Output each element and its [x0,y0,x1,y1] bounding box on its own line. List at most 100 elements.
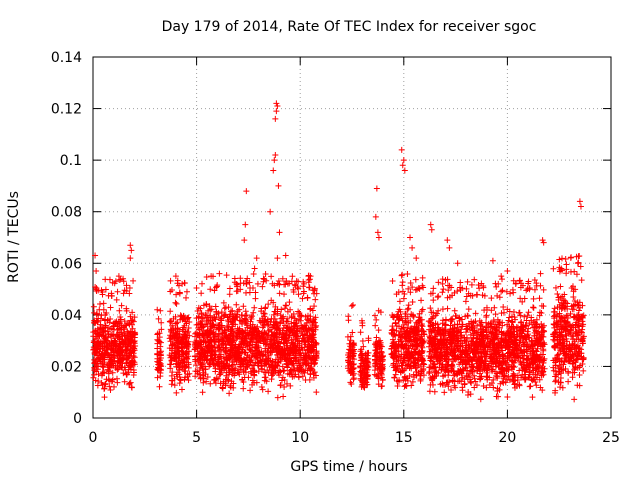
data-point [255,339,262,346]
outlier-point [399,162,406,169]
data-point [222,333,229,340]
data-point [251,372,258,379]
data-point [570,360,577,367]
data-point [217,316,224,323]
data-point [450,347,457,354]
data-point [518,361,525,368]
data-point [93,363,100,370]
outlier-point [401,167,408,174]
data-point [539,367,546,374]
data-point [156,383,163,390]
data-point [448,342,455,349]
data-point [177,316,184,323]
data-point [410,355,417,362]
data-point [233,301,240,308]
data-point [129,321,136,328]
data-point [103,376,110,383]
data-point [260,334,267,341]
data-point [472,310,479,317]
data-point [396,376,403,383]
data-point [575,259,582,266]
data-point [199,389,206,396]
data-point [494,349,501,356]
data-point [551,315,558,322]
data-point [154,358,161,365]
data-point [375,307,382,314]
data-point [294,333,301,340]
data-point [263,341,270,348]
data-point [478,341,485,348]
data-point [265,332,272,339]
data-point [359,375,366,382]
data-point [183,320,190,327]
data-point [122,322,129,329]
data-point [405,319,412,326]
data-point [464,391,471,398]
data-point [538,324,545,331]
data-point [234,347,241,354]
data-point [93,288,100,295]
data-point [530,304,537,311]
data-point [240,385,247,392]
data-point [226,390,233,397]
data-point [526,285,533,292]
data-point [198,290,205,297]
data-point [397,328,404,335]
data-point [100,364,107,371]
data-point [210,360,217,367]
data-point [530,318,537,325]
data-point [277,320,284,327]
data-point [524,362,531,369]
data-point [254,330,261,337]
data-point [575,327,582,334]
data-point [93,368,100,375]
data-point [500,352,507,359]
data-point [427,319,434,326]
data-point [277,382,284,389]
data-point [485,329,492,336]
data-point [259,315,266,322]
data-point [555,323,562,330]
data-point [349,329,356,336]
data-point [514,331,521,338]
data-point [521,313,528,320]
data-point [563,326,570,333]
data-point [398,272,405,279]
data-point [539,360,546,367]
data-point [252,289,259,296]
data-point [203,301,210,308]
data-point [109,331,116,338]
data-point [518,374,525,381]
data-point [313,389,320,396]
data-point [488,366,495,373]
data-point [420,328,427,335]
data-point [405,349,412,356]
data-point [200,379,207,386]
data-point [398,344,405,351]
data-point [529,394,536,401]
data-point [250,353,257,360]
data-point [231,279,238,286]
data-point [281,376,288,383]
data-point [101,353,108,360]
data-point [250,309,257,316]
data-point [264,316,271,323]
data-point [302,357,309,364]
data-point [499,319,506,326]
data-point [236,306,243,313]
outlier-point [154,306,161,313]
data-point [451,307,458,314]
data-point [429,290,436,297]
data-point [272,342,279,349]
data-point [407,279,414,286]
data-point [404,270,411,277]
outlier-point [454,260,461,267]
data-point [282,350,289,357]
data-point [238,364,245,371]
data-point [267,349,274,356]
data-point [433,310,440,317]
data-point [465,370,472,377]
data-point [560,361,567,368]
data-point [523,363,530,370]
data-point [527,350,534,357]
